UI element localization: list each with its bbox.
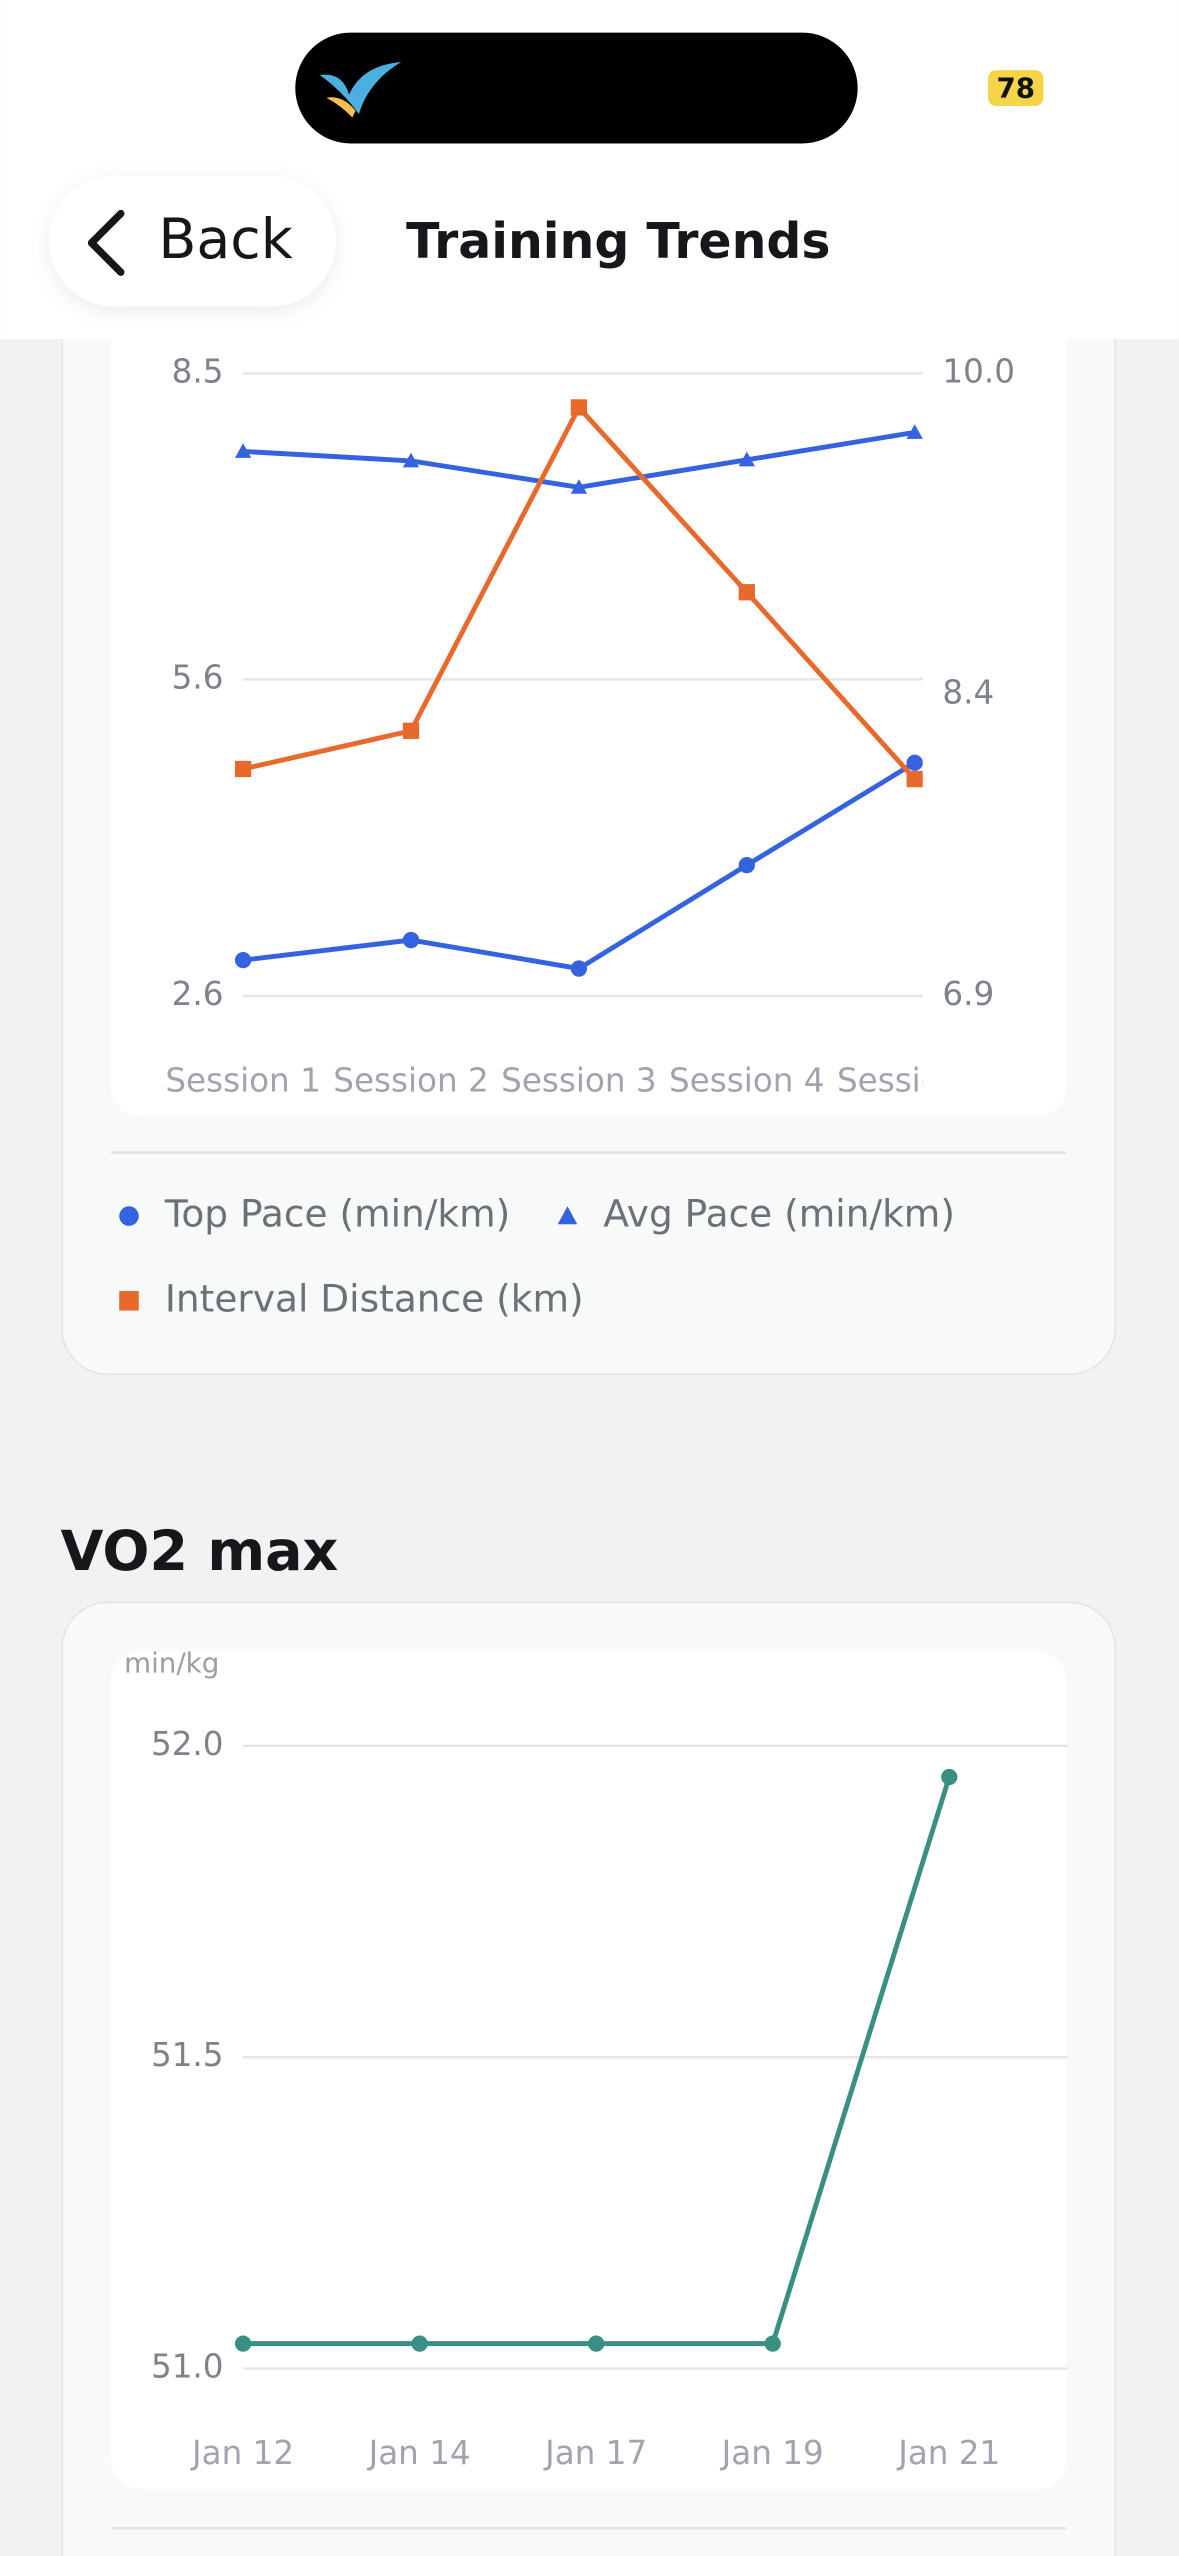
chart-panel <box>111 293 1067 1117</box>
y-tick-label: 8.5 <box>172 352 224 390</box>
x-tick-label: Jan 14 <box>367 2434 471 2472</box>
plot <box>234 399 923 977</box>
y-tick-label: 10.0 <box>942 352 1015 390</box>
plot <box>234 1768 958 2352</box>
legend-item: Interval Distance (km) <box>119 1276 584 1320</box>
app-logo-accent <box>326 97 356 118</box>
marker <box>402 931 420 949</box>
legend-swatch <box>119 1291 139 1311</box>
app-logo <box>319 61 402 115</box>
marker <box>906 424 923 439</box>
x-tick-label: Jan 17 <box>543 2434 647 2472</box>
marker <box>738 584 755 601</box>
marker <box>764 2335 781 2352</box>
legend-label: Interval Distance (km) <box>165 1276 584 1320</box>
x-tick-label: Session 4 <box>669 1061 824 1099</box>
x-tick-label: Session 3 <box>501 1061 656 1099</box>
legend-label: Top Pace (min/km) <box>164 1192 510 1236</box>
y-tick-label: 52.0 <box>151 1725 224 1763</box>
marker <box>234 951 252 969</box>
dynamic-island <box>295 32 858 144</box>
x-tick-label: Jan 12 <box>190 2434 294 2472</box>
y-tick-label: 8.4 <box>942 674 994 712</box>
x-tick-label: Session 2 <box>333 1061 488 1099</box>
marker <box>906 754 923 771</box>
marker <box>402 452 420 468</box>
back-label[interactable]: Back <box>158 208 293 272</box>
marker <box>738 856 755 874</box>
x-tick-label: Jan 21 <box>896 2434 1000 2472</box>
marker <box>588 2335 605 2352</box>
marker <box>234 443 252 458</box>
y-tick-label: 5.6 <box>172 658 224 696</box>
y-tick-label: 51.0 <box>151 2348 224 2386</box>
y-axis-label: min/kg <box>124 1646 219 1679</box>
legend-swatch <box>557 1206 578 1225</box>
marker <box>570 960 588 977</box>
y-tick-label: 2.6 <box>172 975 224 1013</box>
chart-panel <box>111 1651 1067 2490</box>
battery-badge <box>988 70 1044 106</box>
marker <box>570 479 588 494</box>
legend-label: Avg Pace (min/km) <box>603 1192 955 1236</box>
marker <box>570 399 588 416</box>
section-title: VO2 max <box>61 1520 339 1584</box>
y-tick-label: 6.9 <box>942 975 994 1013</box>
legend: Top Pace (min/km) Avg Pace (min/km) Interv… <box>119 1192 955 1320</box>
x-tick-label: Session 5 <box>837 1061 992 1099</box>
marker <box>402 722 420 739</box>
x-labels: Session 1 Session 2 Session 3 Session 4 Sess… <box>165 1061 992 1099</box>
marker <box>906 770 923 788</box>
marker <box>234 760 252 778</box>
legend-item: Top Pace (min/km) <box>119 1192 510 1236</box>
marker <box>234 2335 252 2352</box>
back-button[interactable]: Back <box>49 176 337 307</box>
marker <box>738 451 755 467</box>
x-tick-label: Session 1 <box>165 1061 320 1099</box>
x-labels: Jan 12 Jan 14 Jan 17 Jan 19 Jan 21 <box>190 2434 1000 2472</box>
legend-item: Avg Pace (min/km) <box>557 1192 955 1236</box>
marker <box>941 1768 958 1786</box>
legend-swatch <box>119 1206 139 1226</box>
marker <box>411 2335 428 2352</box>
chevron[interactable] <box>87 209 125 276</box>
battery-level: 78 <box>996 72 1035 105</box>
page-title: Training Trends <box>406 213 830 270</box>
y-tick-label: 51.5 <box>151 2036 224 2074</box>
x-tick-label: Jan 19 <box>720 2434 824 2472</box>
